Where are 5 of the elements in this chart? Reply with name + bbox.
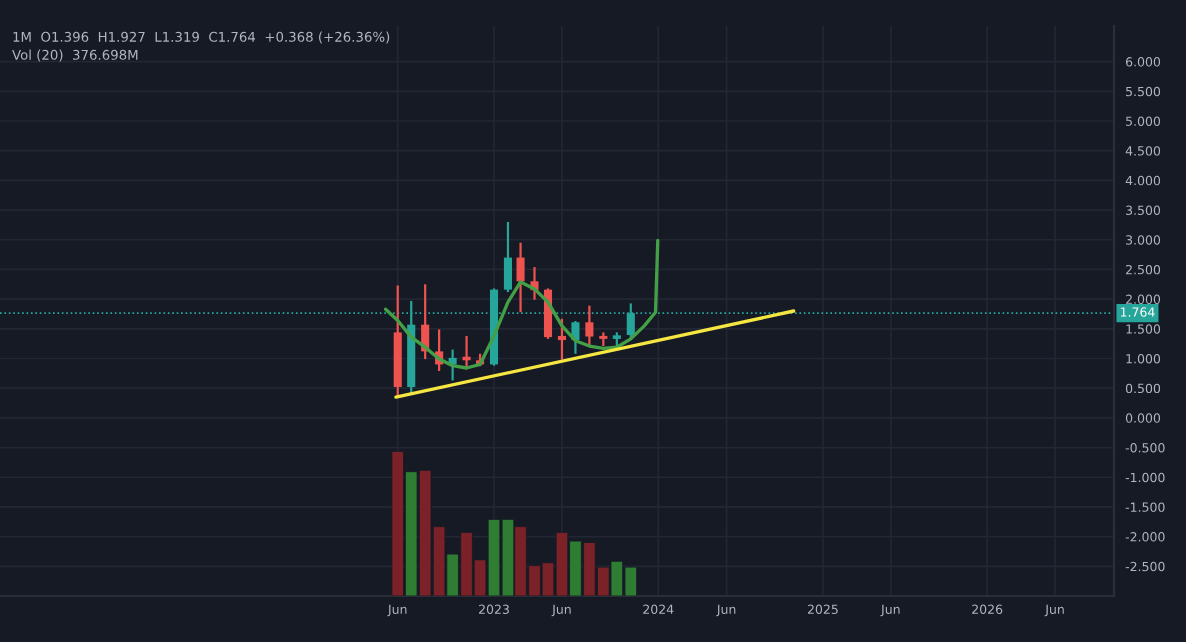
candlestick: [585, 304, 594, 348]
candlestick: [516, 241, 525, 314]
line-series: [383, 238, 660, 370]
candlestick: [557, 317, 566, 361]
candlestick: [503, 220, 513, 294]
